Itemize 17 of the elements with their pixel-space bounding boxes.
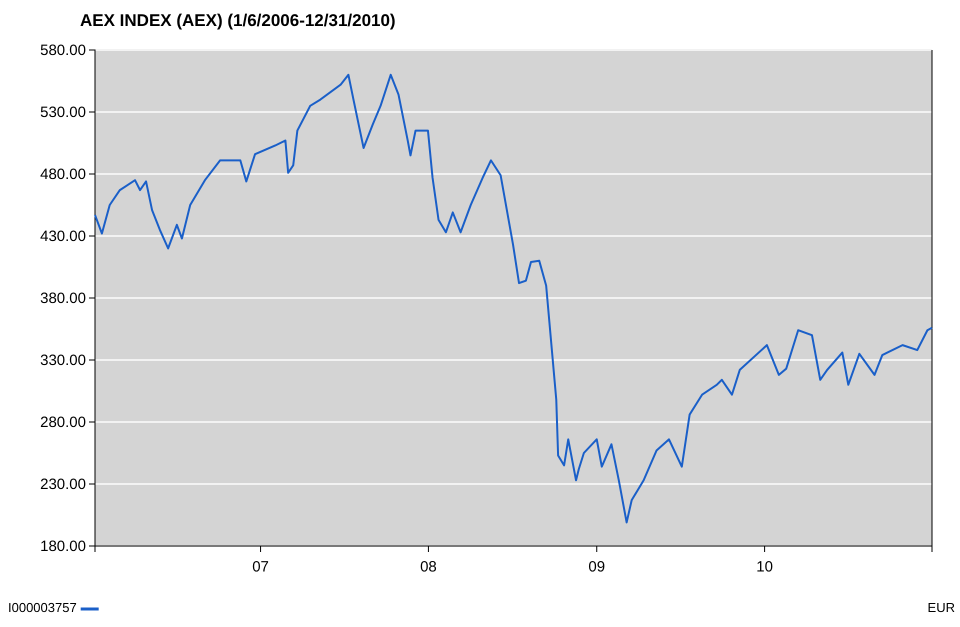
y-tick-label: 180.00 [40,538,86,555]
y-tick-label: 480.00 [40,166,86,183]
y-tick-label: 380.00 [40,290,86,307]
x-tick-label: 09 [588,558,606,576]
x-tick-label: 07 [252,558,269,576]
line-series [94,74,933,524]
x-tick-label: 10 [756,558,773,576]
x-tick-label: 08 [420,558,437,576]
y-tick-label: 430.00 [40,228,86,245]
chart-title: AEX INDEX (AEX) (1/6/2006-12/31/2010) [80,11,396,30]
legend-label: I000003757 [8,600,77,615]
text: EUR [928,600,955,615]
y-tick-label: 230.00 [40,476,86,493]
y-tick-label: 280.00 [40,414,86,431]
y-tick-label: 580.00 [40,42,86,59]
y-tick-label: 330.00 [40,352,86,369]
y-tick-label: 530.00 [40,104,86,121]
